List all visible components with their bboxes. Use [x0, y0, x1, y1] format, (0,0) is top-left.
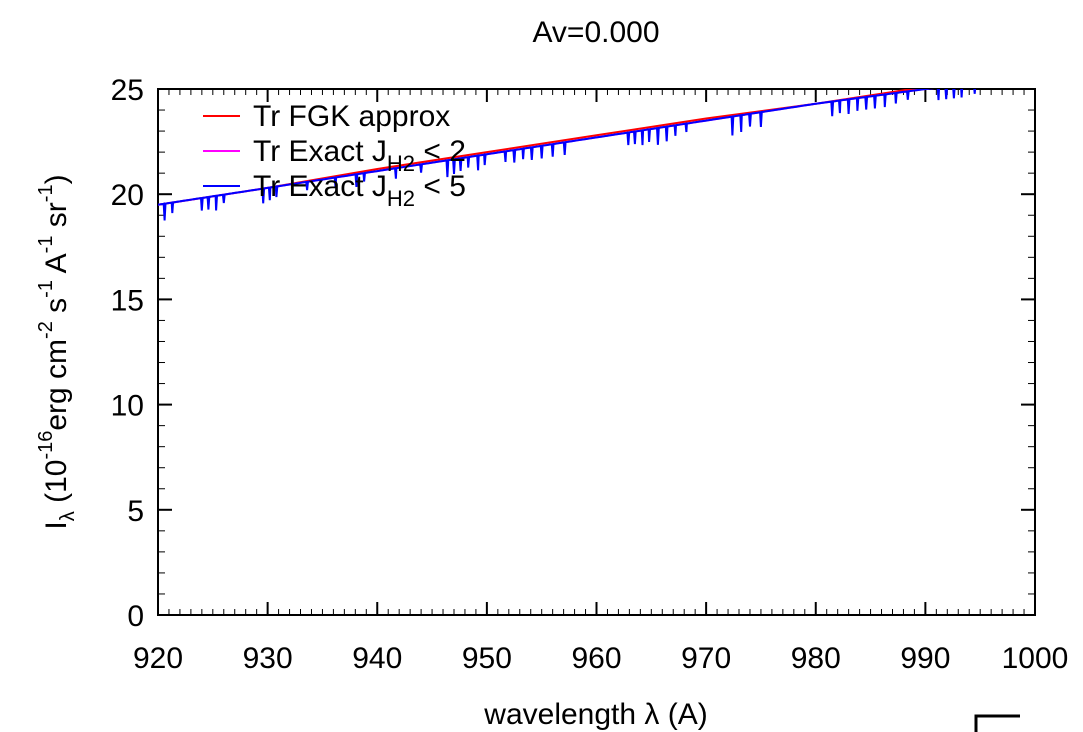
y-tick-label: 15 — [111, 284, 144, 317]
chart-title: Av=0.000 — [532, 16, 659, 49]
legend-label-main: Tr Exact J — [253, 135, 387, 168]
legend-label-tail: < 2 — [415, 135, 466, 168]
y-tick-labels: 0 5 10 15 20 25 — [111, 74, 144, 633]
plot-area — [157, 88, 1036, 616]
x-tick-label: 980 — [791, 642, 841, 675]
ylabel-text3: s — [40, 298, 73, 321]
ylabel-text4: A — [40, 253, 73, 280]
ylabel-sup5: -1 — [35, 184, 57, 202]
legend-label-tail: < 5 — [415, 170, 466, 203]
legend-label: Tr Exact JH2 < 2 — [253, 135, 466, 176]
legend-label-sub: H2 — [387, 151, 415, 176]
ylabel-sup1: -16 — [35, 431, 57, 460]
major-ticks — [157, 88, 1036, 616]
x-tick-labels: 920 930 940 950 960 970 980 990 1000 — [133, 642, 1068, 675]
x-tick-label: 960 — [571, 642, 621, 675]
y-axis-label: Iλ (10-16erg cm-2 s-1 A-1 sr-1) — [35, 174, 79, 529]
x-tick-label: 930 — [243, 642, 293, 675]
ylabel-sub: λ — [57, 511, 79, 521]
ylabel-sup3: -1 — [35, 280, 57, 298]
series-layer — [158, 89, 977, 221]
ylabel-sup2: -2 — [35, 321, 57, 339]
y-tick-label: 25 — [111, 74, 144, 107]
x-tick-label: 950 — [462, 642, 512, 675]
legend-label: Tr FGK approx — [253, 100, 450, 133]
legend-label: Tr Exact JH2 < 5 — [253, 170, 466, 211]
legend-label-main: Tr Exact J — [253, 170, 387, 203]
ylabel-main: I — [40, 521, 73, 529]
corner-bracket-icon — [974, 714, 1020, 732]
ylabel-text2: erg cm — [40, 339, 73, 431]
x-tick-label: 970 — [681, 642, 731, 675]
y-tick-label: 0 — [127, 600, 144, 633]
y-tick-label: 20 — [111, 179, 144, 212]
x-tick-label: 1000 — [1002, 642, 1069, 675]
x-tick-label: 990 — [900, 642, 950, 675]
legend-label-sub: H2 — [387, 186, 415, 211]
ylabel-text6: ) — [40, 174, 73, 184]
y-tick-label: 10 — [111, 390, 144, 423]
x-tick-label: 940 — [352, 642, 402, 675]
x-axis-label: wavelength λ (A) — [483, 698, 707, 731]
series-3 — [158, 89, 977, 221]
ylabel-text1: (10 — [40, 460, 73, 512]
ylabel-text5: sr — [40, 202, 73, 235]
series-line — [158, 89, 977, 221]
y-tick-label: 5 — [127, 495, 144, 528]
ylabel-sup4: -1 — [35, 236, 57, 254]
legend-label-main: Tr FGK approx — [253, 100, 450, 133]
svg-text:Iλ (10-16erg cm-2 s-1 A-1 sr-1: Iλ (10-16erg cm-2 s-1 A-1 sr-1) — [35, 174, 79, 529]
x-tick-label: 920 — [133, 642, 183, 675]
